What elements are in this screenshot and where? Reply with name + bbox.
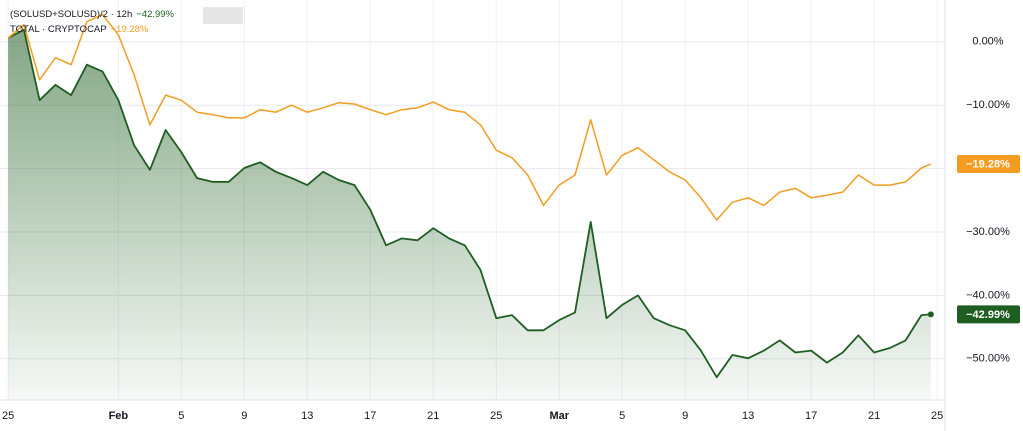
legend-entry: TOTAL · CRYPTOCAP −19.28% bbox=[10, 24, 149, 35]
y-tick-label: −30.00% bbox=[966, 226, 1010, 238]
x-tick-label: 5 bbox=[178, 410, 184, 422]
legend-name: TOTAL · CRYPTOCAP bbox=[10, 24, 107, 35]
legend-value: −42.99% bbox=[136, 9, 174, 20]
series-line bbox=[7, 28, 931, 379]
y-tick-label: −50.00% bbox=[966, 353, 1010, 365]
x-tick-label: 25 bbox=[490, 410, 502, 422]
price-badge bbox=[957, 305, 1020, 324]
legend-button[interactable] bbox=[203, 7, 243, 24]
x-tick-label: 25 bbox=[931, 410, 943, 422]
x-tick-label: 9 bbox=[241, 410, 247, 422]
x-tick-label: 25 bbox=[2, 410, 14, 422]
legend-entry: (SOLUSD+SOLUSD)/2 · 12h −42.99% bbox=[10, 9, 175, 20]
x-tick-label: 21 bbox=[427, 410, 439, 422]
price-badge-label: −42.99% bbox=[966, 309, 1010, 321]
x-tick-label: 17 bbox=[364, 410, 376, 422]
plot-area bbox=[7, 13, 934, 401]
price-badge bbox=[957, 155, 1020, 174]
series-line bbox=[7, 13, 932, 221]
x-tick-label: Mar bbox=[549, 410, 569, 422]
last-point bbox=[927, 311, 934, 318]
x-tick-label: 17 bbox=[805, 410, 817, 422]
y-tick-label: −40.00% bbox=[966, 289, 1010, 301]
price-badge-label: −19.28% bbox=[966, 158, 1010, 170]
x-tick-label: 13 bbox=[742, 410, 754, 422]
x-tick-label: 13 bbox=[301, 410, 313, 422]
x-tick-label: 9 bbox=[682, 410, 688, 422]
legend-value: −19.28% bbox=[111, 24, 149, 35]
y-tick-label: 0.00% bbox=[972, 36, 1003, 48]
x-tick-label: Feb bbox=[109, 410, 129, 422]
x-tick-label: 5 bbox=[619, 410, 625, 422]
series-area bbox=[8, 29, 931, 401]
y-tick-label: −10.00% bbox=[966, 99, 1010, 111]
x-tick-label: 21 bbox=[868, 410, 880, 422]
legend-name: (SOLUSD+SOLUSD)/2 · 12h bbox=[10, 9, 132, 20]
